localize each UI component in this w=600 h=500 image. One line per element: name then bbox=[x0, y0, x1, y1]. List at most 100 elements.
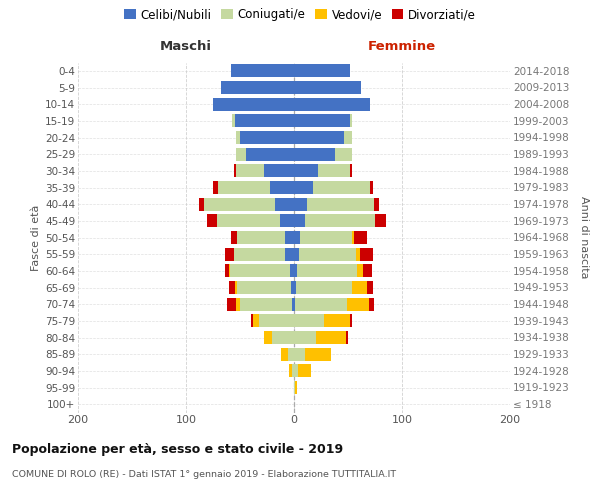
Bar bbox=[294, 164, 318, 177]
Bar bbox=[294, 298, 295, 310]
Bar bbox=[301, 231, 352, 244]
Bar bbox=[275, 198, 294, 210]
Bar bbox=[213, 98, 294, 110]
Bar bbox=[253, 314, 259, 328]
Bar bbox=[324, 314, 350, 328]
Text: Maschi: Maschi bbox=[160, 40, 212, 52]
Bar bbox=[240, 131, 294, 144]
Bar bbox=[227, 298, 236, 310]
Bar bbox=[355, 231, 367, 244]
Bar bbox=[221, 81, 294, 94]
Bar bbox=[305, 348, 331, 360]
Bar bbox=[294, 331, 316, 344]
Bar bbox=[281, 348, 287, 360]
Bar bbox=[344, 131, 352, 144]
Bar bbox=[295, 381, 297, 394]
Bar bbox=[247, 148, 294, 160]
Bar bbox=[318, 164, 350, 177]
Text: Femmine: Femmine bbox=[368, 40, 436, 52]
Bar bbox=[289, 364, 292, 378]
Bar bbox=[259, 314, 294, 328]
Bar bbox=[217, 214, 280, 228]
Bar bbox=[229, 281, 235, 294]
Bar bbox=[251, 314, 253, 328]
Bar bbox=[297, 264, 356, 278]
Bar bbox=[294, 314, 324, 328]
Bar bbox=[299, 248, 356, 260]
Bar bbox=[229, 264, 230, 278]
Bar bbox=[270, 181, 294, 194]
Bar bbox=[307, 198, 374, 210]
Bar bbox=[374, 198, 379, 210]
Bar bbox=[294, 214, 305, 228]
Bar bbox=[296, 281, 352, 294]
Bar bbox=[264, 331, 272, 344]
Bar bbox=[352, 231, 355, 244]
Bar bbox=[218, 181, 270, 194]
Bar bbox=[350, 114, 352, 128]
Bar bbox=[292, 364, 294, 378]
Y-axis label: Fasce di età: Fasce di età bbox=[31, 204, 41, 270]
Bar bbox=[272, 331, 294, 344]
Bar bbox=[213, 181, 218, 194]
Bar bbox=[313, 181, 370, 194]
Bar bbox=[232, 231, 237, 244]
Bar bbox=[294, 198, 307, 210]
Bar bbox=[294, 381, 295, 394]
Bar bbox=[294, 64, 350, 78]
Bar bbox=[294, 148, 335, 160]
Bar bbox=[294, 348, 305, 360]
Bar bbox=[360, 248, 373, 260]
Bar bbox=[286, 231, 294, 244]
Bar bbox=[264, 164, 294, 177]
Bar bbox=[350, 164, 352, 177]
Bar bbox=[292, 298, 294, 310]
Bar bbox=[294, 181, 313, 194]
Bar bbox=[294, 98, 370, 110]
Bar bbox=[225, 264, 229, 278]
Bar bbox=[305, 214, 375, 228]
Bar bbox=[295, 298, 347, 310]
Bar bbox=[236, 148, 247, 160]
Bar bbox=[356, 264, 363, 278]
Bar bbox=[346, 331, 348, 344]
Bar bbox=[294, 231, 301, 244]
Bar bbox=[370, 181, 373, 194]
Bar bbox=[232, 114, 235, 128]
Bar bbox=[363, 264, 372, 278]
Bar bbox=[347, 298, 368, 310]
Bar bbox=[237, 231, 286, 244]
Bar bbox=[236, 298, 240, 310]
Bar bbox=[356, 248, 360, 260]
Bar bbox=[286, 248, 294, 260]
Bar bbox=[230, 264, 290, 278]
Bar bbox=[335, 148, 352, 160]
Bar bbox=[232, 64, 294, 78]
Y-axis label: Anni di nascita: Anni di nascita bbox=[579, 196, 589, 278]
Bar bbox=[233, 164, 236, 177]
Bar bbox=[352, 281, 367, 294]
Bar bbox=[236, 131, 240, 144]
Bar bbox=[367, 281, 373, 294]
Text: Popolazione per età, sesso e stato civile - 2019: Popolazione per età, sesso e stato civil… bbox=[12, 442, 343, 456]
Bar bbox=[235, 281, 237, 294]
Bar bbox=[294, 81, 361, 94]
Bar bbox=[298, 364, 311, 378]
Bar bbox=[368, 298, 374, 310]
Bar bbox=[294, 281, 296, 294]
Bar bbox=[280, 214, 294, 228]
Bar bbox=[225, 248, 233, 260]
Bar bbox=[240, 298, 292, 310]
Bar bbox=[375, 214, 386, 228]
Legend: Celibi/Nubili, Coniugati/e, Vedovi/e, Divorziati/e: Celibi/Nubili, Coniugati/e, Vedovi/e, Di… bbox=[124, 8, 476, 22]
Bar bbox=[233, 248, 286, 260]
Bar bbox=[294, 364, 298, 378]
Bar bbox=[294, 114, 350, 128]
Bar bbox=[350, 314, 352, 328]
Bar bbox=[287, 348, 294, 360]
Bar bbox=[236, 164, 264, 177]
Bar bbox=[291, 281, 294, 294]
Bar bbox=[294, 131, 344, 144]
Bar bbox=[316, 331, 346, 344]
Bar bbox=[290, 264, 294, 278]
